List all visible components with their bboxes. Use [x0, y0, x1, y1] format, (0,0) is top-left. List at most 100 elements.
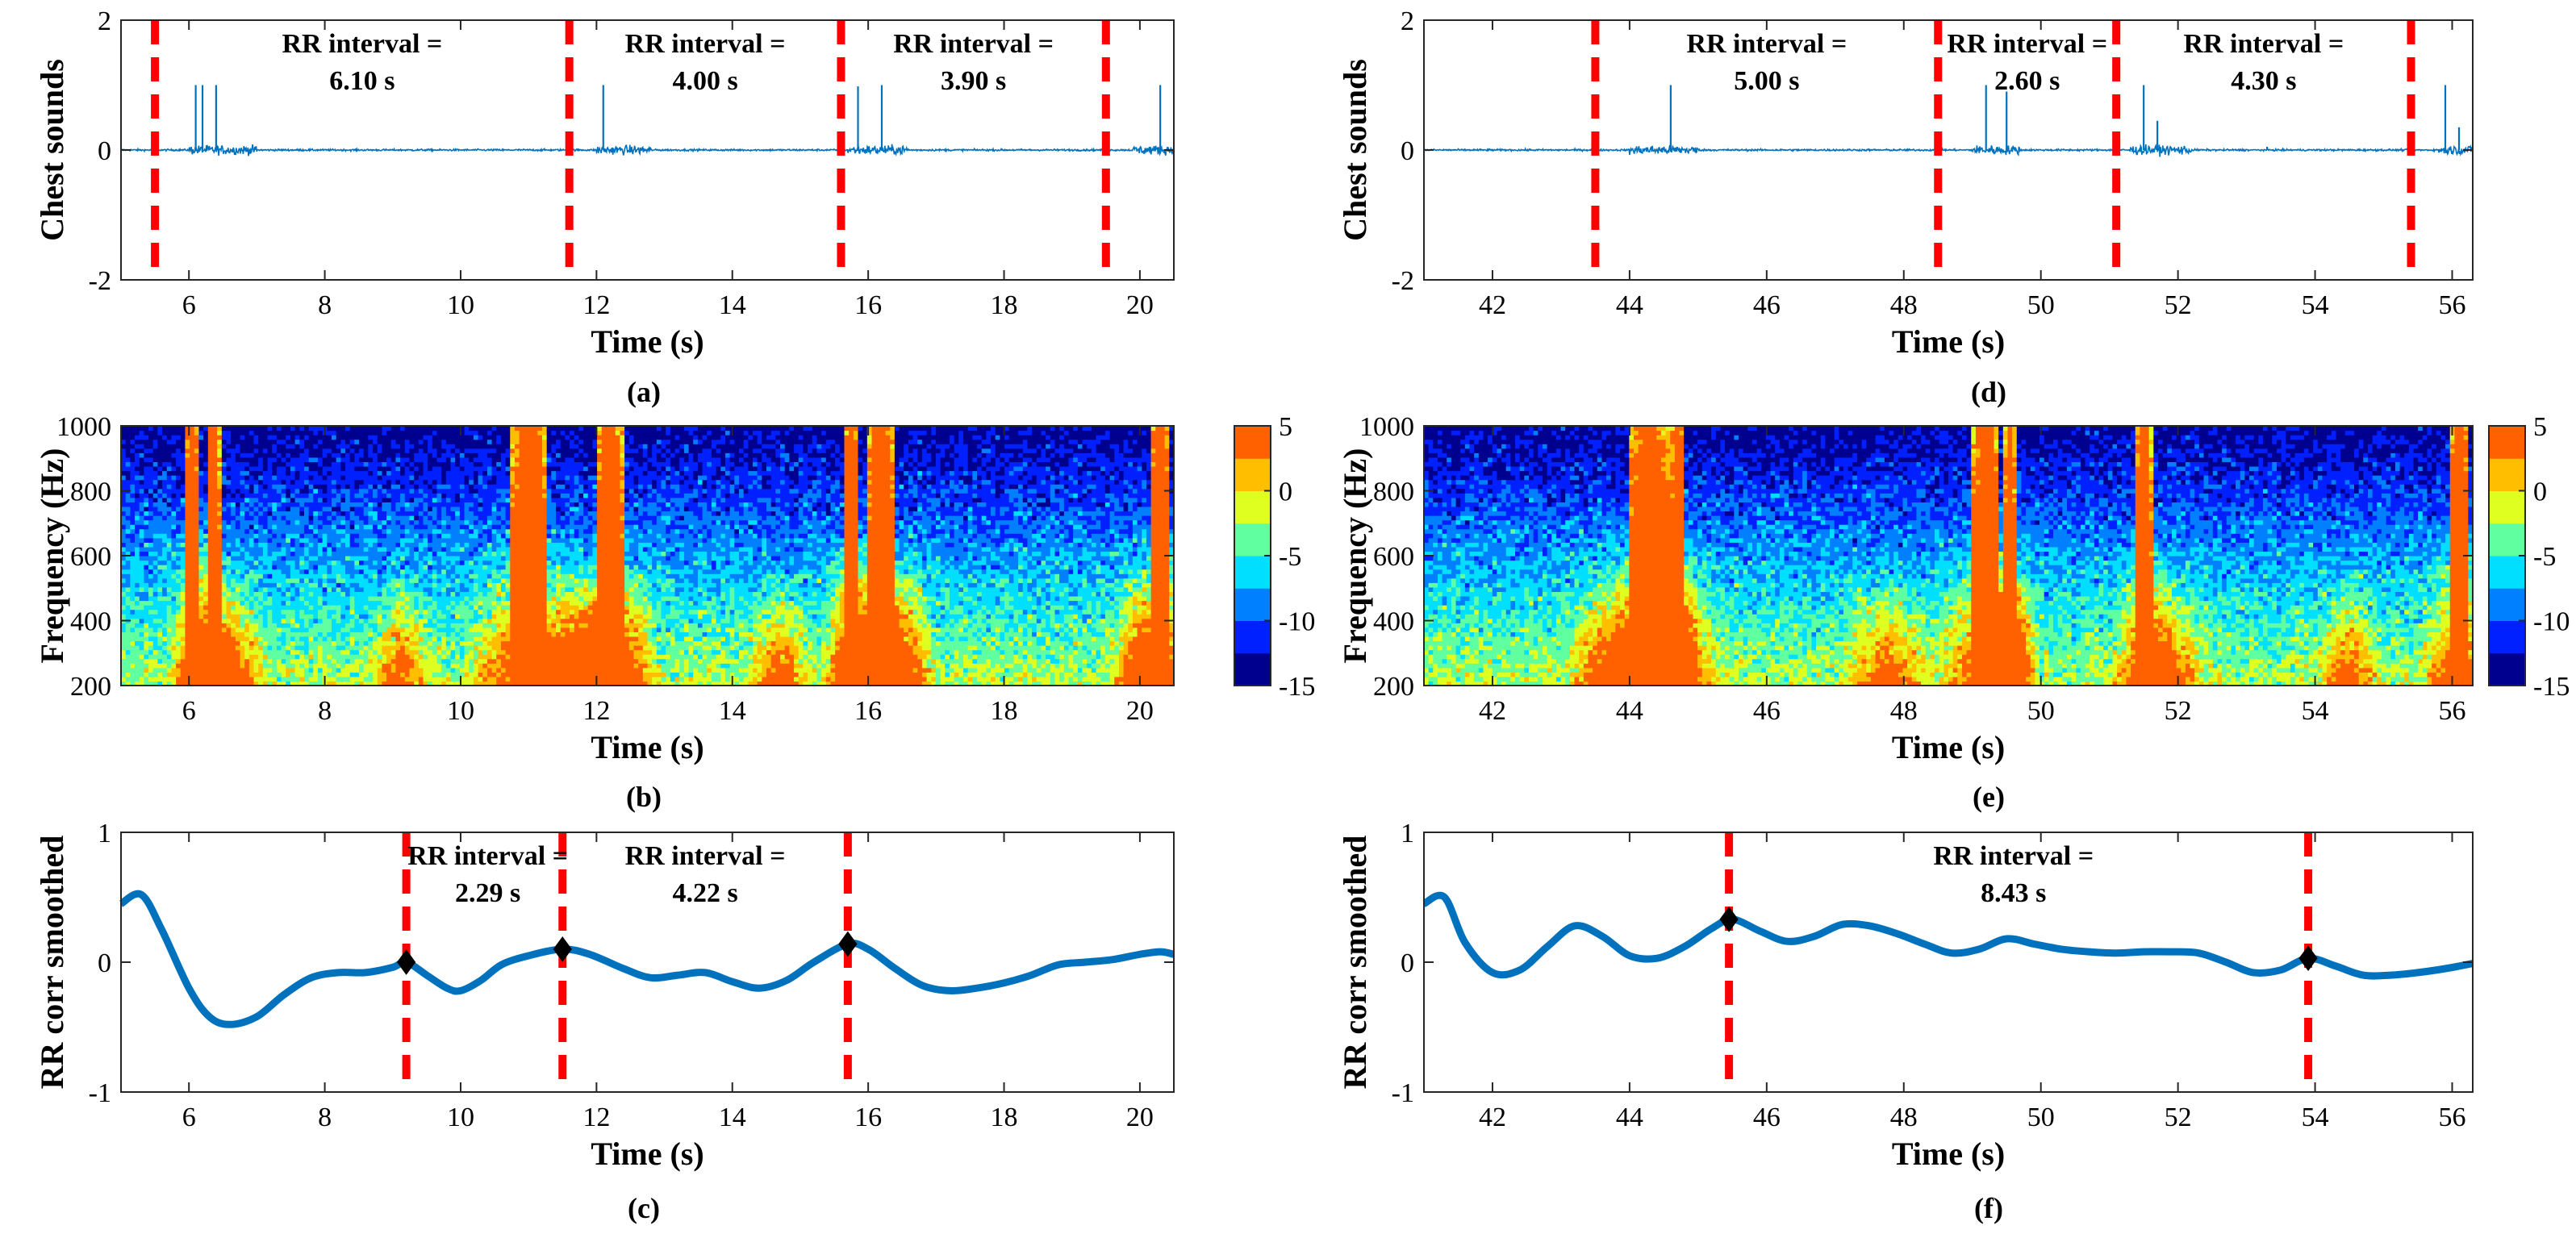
- spectrogram-cell: [482, 577, 488, 583]
- spectrogram-cell: [130, 448, 136, 453]
- spectrogram-cell: [409, 618, 415, 623]
- spectrogram-cell: [226, 542, 232, 548]
- spectrogram-cell: [290, 475, 296, 481]
- spectrogram-cell: [349, 479, 355, 485]
- spectrogram-cell: [253, 484, 259, 490]
- spectrogram-cell: [267, 658, 273, 664]
- spectrogram-cell: [345, 426, 351, 431]
- spectrogram-cell: [377, 542, 383, 548]
- spectrogram-cell: [139, 591, 144, 597]
- spectrogram-cell: [428, 640, 433, 646]
- spectrogram-cell: [345, 569, 351, 574]
- spectrogram-cell: [313, 600, 319, 606]
- spectrogram-cell: [276, 475, 282, 481]
- spectrogram-cell: [262, 484, 269, 490]
- spectrogram-cell: [432, 452, 438, 458]
- spectrogram-cell: [226, 627, 232, 632]
- spectrogram-cell: [152, 551, 158, 556]
- spectrogram-cell: [203, 573, 209, 579]
- spectrogram-cell: [162, 502, 168, 507]
- spectrogram-cell: [139, 470, 144, 476]
- spectrogram-cell: [148, 502, 154, 507]
- spectrogram-cell: [217, 448, 223, 453]
- spectrogram-cell: [185, 502, 190, 507]
- spectrogram-cell: [486, 623, 493, 628]
- spectrogram-cell: [286, 551, 291, 556]
- spectrogram-cell: [135, 645, 140, 651]
- spectrogram-cell: [363, 524, 369, 530]
- spectrogram-cell: [382, 676, 387, 682]
- spectrogram-cell: [190, 435, 195, 440]
- spectrogram-cell: [500, 577, 507, 583]
- spectrogram-cell: [473, 546, 479, 552]
- spectrogram-cell: [496, 537, 502, 543]
- spectrogram-cell: [377, 632, 383, 637]
- spectrogram-cell: [185, 519, 190, 525]
- spectrogram-cell: [450, 577, 456, 583]
- spectrogram-cell: [317, 528, 324, 534]
- spectrogram-cell: [377, 577, 383, 583]
- spectrogram-cell: [286, 430, 291, 436]
- spectrogram-cell: [386, 452, 392, 458]
- spectrogram-cell: [281, 461, 286, 467]
- spectrogram-cell: [404, 537, 411, 543]
- spectrogram-cell: [473, 605, 479, 611]
- spectrogram-cell: [294, 600, 300, 606]
- spectrogram-cell: [363, 497, 369, 502]
- spectrogram-cell: [272, 488, 278, 494]
- spectrogram-cell: [404, 623, 411, 628]
- spectrogram-cell: [139, 632, 144, 637]
- spectrogram-cell: [194, 636, 200, 642]
- spectrogram-cell: [212, 537, 218, 543]
- spectrogram-cell: [368, 497, 374, 502]
- spectrogram-cell: [276, 556, 282, 561]
- spectrogram-cell: [212, 502, 218, 507]
- spectrogram-cell: [226, 591, 232, 597]
- spectrogram-cell: [148, 591, 154, 597]
- spectrogram-cell: [125, 681, 131, 686]
- spectrogram-cell: [500, 470, 507, 476]
- spectrogram-cell: [294, 556, 300, 561]
- spectrogram-cell: [423, 448, 428, 453]
- spectrogram-cell: [290, 663, 296, 669]
- spectrogram-cell: [450, 515, 456, 521]
- spectrogram-cell: [272, 435, 278, 440]
- spectrogram-cell: [135, 627, 140, 632]
- spectrogram-cell: [404, 493, 411, 498]
- spectrogram-cell: [386, 605, 392, 611]
- spectrogram-cell: [445, 502, 452, 507]
- spectrogram-cell: [409, 676, 415, 682]
- spectrogram-cell: [185, 560, 190, 565]
- spectrogram-cell: [450, 600, 456, 606]
- spectrogram-cell: [491, 502, 497, 507]
- spectrogram-cell: [505, 672, 511, 677]
- spectrogram-cell: [294, 672, 300, 677]
- spectrogram-cell: [382, 426, 387, 431]
- spectrogram-cell: [166, 515, 173, 521]
- spectrogram-cell: [299, 528, 305, 534]
- spectrogram-cell: [139, 577, 144, 583]
- spectrogram-cell: [359, 493, 365, 498]
- spectrogram-cell: [317, 591, 324, 597]
- spectrogram-cell: [258, 439, 264, 444]
- spectrogram-cell: [294, 569, 300, 574]
- spectrogram-cell: [500, 444, 507, 449]
- spectrogram-cell: [445, 511, 452, 516]
- spectrogram-cell: [368, 676, 374, 682]
- spectrogram-cell: [441, 627, 447, 632]
- spectrogram-cell: [235, 672, 241, 677]
- spectrogram-cell: [176, 502, 182, 507]
- spectrogram-cell: [139, 573, 144, 579]
- spectrogram-cell: [267, 609, 273, 615]
- spectrogram-cell: [345, 654, 351, 660]
- spectrogram-cell: [459, 577, 466, 583]
- spectrogram-cell: [423, 519, 428, 525]
- spectrogram-cell: [423, 591, 428, 597]
- spectrogram-cell: [267, 654, 273, 660]
- spectrogram-cell: [248, 452, 255, 458]
- spectrogram-cell: [152, 618, 158, 623]
- spectrogram-cell: [409, 565, 415, 570]
- spectrogram-cell: [395, 609, 401, 615]
- spectrogram-cell: [354, 586, 360, 593]
- spectrogram-cell: [332, 511, 337, 516]
